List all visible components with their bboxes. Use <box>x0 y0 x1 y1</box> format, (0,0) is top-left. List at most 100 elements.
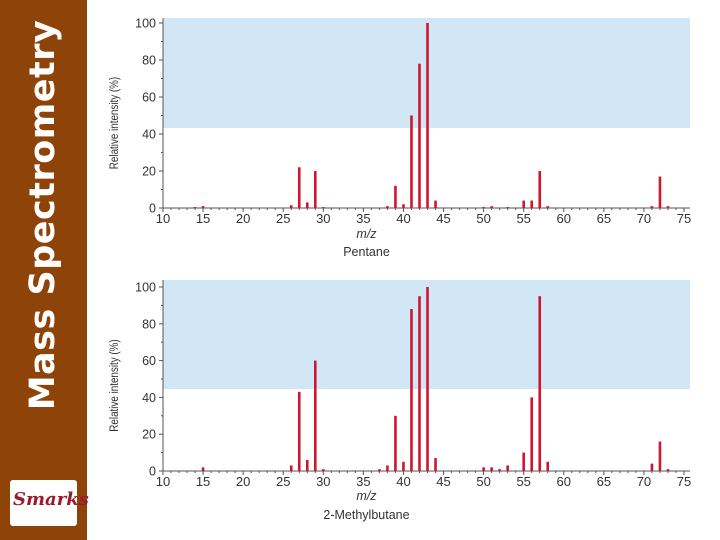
smarks-logo: Smarks <box>10 480 89 526</box>
x-tick-label: 25 <box>276 211 290 226</box>
bar-mz-40 <box>402 204 405 208</box>
bar-mz-41 <box>410 309 413 471</box>
x-tick-label: 70 <box>637 474 651 489</box>
bar-mz-55 <box>522 452 525 471</box>
bar-mz-15 <box>201 206 205 208</box>
logo-text: Smarks <box>13 489 89 510</box>
x-tick-label: 40 <box>396 474 410 489</box>
x-tick-label: 75 <box>677 211 691 226</box>
bar-mz-30 <box>322 469 325 471</box>
chart-pentane: 0 20 40 60 80 100 10 15 20 25 30 35 40 45 50 55 60 65 70 75… <box>108 17 691 260</box>
y-tick-label: 60 <box>142 354 156 368</box>
bar-mz-43 <box>426 23 429 208</box>
bar-mz-73 <box>666 469 670 471</box>
x-tick-label: 15 <box>196 211 210 226</box>
bar-mz-72 <box>658 441 662 471</box>
y-tick-label: 100 <box>135 17 156 31</box>
bar-mz-50 <box>482 467 485 471</box>
y-tick-label: 0 <box>149 465 156 479</box>
x-tick-label: 10 <box>156 211 170 226</box>
y-tick-label: 100 <box>135 281 156 295</box>
y-tick-label: 80 <box>142 317 156 331</box>
bar-mz-29 <box>313 360 317 471</box>
bar-mz-38 <box>386 465 389 471</box>
bar-mz-72 <box>658 176 662 208</box>
bar-mz-56 <box>530 397 534 471</box>
bar-mz-71 <box>650 206 654 208</box>
x-tick-label: 50 <box>476 211 490 226</box>
bar-mz-30 <box>322 207 325 208</box>
x-tick-label: 70 <box>637 211 651 226</box>
x-tick-label: 35 <box>356 211 370 226</box>
bar-mz-50 <box>482 207 485 208</box>
x-tick-label: 20 <box>236 474 250 489</box>
bar-mz-28 <box>305 202 309 208</box>
y-tick-label: 20 <box>142 428 156 442</box>
bar-mz-52 <box>498 469 501 471</box>
y-tick-label: 40 <box>142 391 156 405</box>
bar-mz-56 <box>530 200 534 208</box>
x-tick-label: 45 <box>436 211 450 226</box>
bar-mz-27 <box>297 391 301 471</box>
bar-mz-39 <box>394 185 397 208</box>
bar-mz-29 <box>313 171 317 208</box>
x-tick-label: 30 <box>316 211 330 226</box>
x-axis-label: m/z <box>356 489 377 503</box>
bar-mz-43 <box>426 287 429 471</box>
x-tick-label: 60 <box>557 474 571 489</box>
bar-mz-37 <box>378 469 381 471</box>
x-tick-label: 10 <box>156 474 170 489</box>
chart-title: 2-Methylbutane <box>323 508 409 522</box>
bar-mz-53 <box>506 207 509 208</box>
y-axis-label: Relative intensity (%) <box>108 339 121 431</box>
x-tick-label: 60 <box>557 211 571 226</box>
title-sidebar: Mass Spectrometry Smarks <box>0 0 89 540</box>
bar-mz-44 <box>434 200 437 208</box>
bar-mz-57 <box>538 296 542 471</box>
bar-mz-40 <box>402 461 405 471</box>
x-tick-label: 35 <box>356 474 370 489</box>
bar-mz-53 <box>506 465 509 471</box>
x-tick-label: 65 <box>597 474 611 489</box>
x-tick-label: 55 <box>516 474 530 489</box>
x-tick-label: 65 <box>597 211 611 226</box>
y-tick-label: 20 <box>142 165 156 179</box>
y-tick-label: 80 <box>142 54 156 68</box>
bar-mz-44 <box>434 458 437 471</box>
x-tick-label: 20 <box>236 211 250 226</box>
bar-mz-26 <box>289 465 293 471</box>
bar-mz-57 <box>538 171 542 208</box>
y-tick-label: 40 <box>142 128 156 142</box>
chart-title: Pentane <box>343 245 390 259</box>
y-tick-label: 0 <box>149 202 156 216</box>
bar-mz-26 <box>289 205 293 208</box>
bar-mz-55 <box>522 200 525 208</box>
x-tick-label: 15 <box>196 474 210 489</box>
x-tick-label: 25 <box>276 474 290 489</box>
bar-mz-14 <box>193 207 197 208</box>
bar-mz-42 <box>418 63 421 209</box>
bar-mz-41 <box>410 115 413 208</box>
x-tick-label: 40 <box>396 211 410 226</box>
bar-mz-71 <box>650 463 654 471</box>
bar-mz-73 <box>666 206 670 208</box>
bar-mz-51 <box>490 467 493 471</box>
x-axis-label: m/z <box>356 227 377 241</box>
x-tick-label: 45 <box>436 474 450 489</box>
bar-mz-38 <box>386 206 389 208</box>
x-tick-label: 30 <box>316 474 330 489</box>
bar-mz-42 <box>418 296 421 471</box>
x-tick-label: 55 <box>516 211 530 226</box>
bar-mz-28 <box>305 459 309 471</box>
bar-mz-15 <box>201 467 205 471</box>
chart-2-methylbutane: 0 20 40 60 80 100 10 15 20 25 30 35 40 45 50 55 60 65 70 75… <box>108 280 691 522</box>
bar-mz-58 <box>546 461 550 471</box>
bar-mz-58 <box>546 206 550 208</box>
slide-title: Mass Spectrometry <box>23 19 63 411</box>
x-tick-label: 50 <box>476 474 490 489</box>
bar-mz-27 <box>297 167 301 208</box>
y-tick-label: 60 <box>142 91 156 105</box>
bar-mz-39 <box>394 415 397 471</box>
bar-mz-51 <box>490 206 493 208</box>
